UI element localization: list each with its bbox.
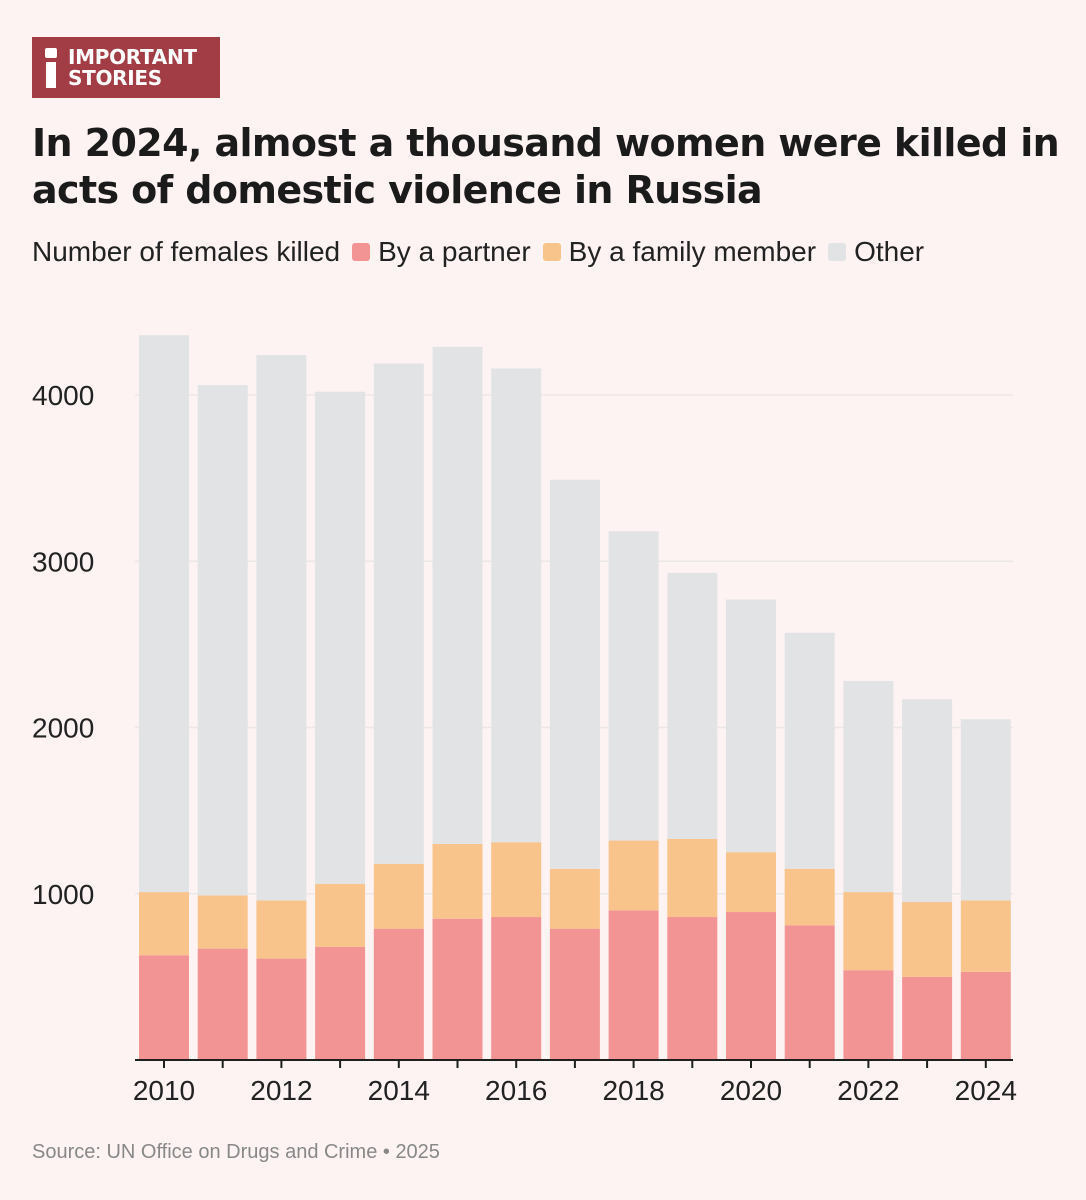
x-tick-label-2018: 2018 bbox=[602, 1075, 664, 1106]
bar-segment-2022-by-a-partner bbox=[843, 970, 894, 1060]
bar-segment-2017-by-a-partner bbox=[549, 928, 600, 1060]
bar-segment-2010-by-a-family-member bbox=[139, 892, 189, 956]
brand-logo: IMPORTANT STORIES bbox=[32, 37, 220, 98]
bar-segment-2012-other bbox=[256, 355, 307, 901]
bar-2020 bbox=[726, 599, 776, 1060]
bar-2024 bbox=[960, 719, 1011, 1060]
bar-segment-2010-other bbox=[139, 335, 189, 893]
bar-segment-2023-by-a-family-member bbox=[902, 902, 953, 977]
bar-segment-2021-by-a-partner bbox=[784, 925, 835, 1060]
bar-segment-2021-other bbox=[784, 632, 835, 869]
y-tick-label-2000: 2000 bbox=[32, 713, 94, 744]
bar-segment-2012-by-a-partner bbox=[256, 958, 307, 1060]
bar-segment-2012-by-a-family-member bbox=[256, 900, 307, 959]
y-tick-label-1000: 1000 bbox=[32, 879, 94, 910]
bar-segment-2020-other bbox=[726, 599, 776, 853]
bar-segment-2013-by-a-family-member bbox=[315, 883, 366, 947]
bar-segment-2015-by-a-family-member bbox=[432, 843, 483, 919]
chart-title: In 2024, almost a thousand women were ki… bbox=[32, 121, 1060, 212]
bar-segment-2013-other bbox=[315, 391, 366, 884]
x-tick-label-2016: 2016 bbox=[485, 1075, 547, 1106]
bar-2017 bbox=[549, 479, 600, 1060]
bar-2014 bbox=[373, 363, 424, 1060]
bar-2021 bbox=[784, 632, 835, 1060]
bar-segment-2018-by-a-partner bbox=[608, 910, 659, 1060]
y-axis: 1000 2000 3000 4000 bbox=[32, 380, 94, 910]
x-tick-label-2022: 2022 bbox=[837, 1075, 899, 1106]
y-tick-label-4000: 4000 bbox=[32, 380, 94, 411]
x-tick-label-2010: 2010 bbox=[133, 1075, 195, 1106]
legend-text-other: Other bbox=[854, 236, 925, 267]
bar-segment-2013-by-a-partner bbox=[315, 946, 366, 1060]
bar-segment-2023-by-a-partner bbox=[902, 976, 953, 1060]
bar-segment-2024-by-a-family-member bbox=[960, 900, 1011, 972]
x-tick-label-2012: 2012 bbox=[250, 1075, 312, 1106]
bar-segment-2014-by-a-partner bbox=[373, 928, 424, 1060]
legend-text-family: By a family member bbox=[568, 236, 817, 267]
bar-segment-2016-other bbox=[491, 368, 542, 843]
logo-i-icon bbox=[44, 47, 58, 88]
bar-segment-2019-by-a-partner bbox=[667, 917, 718, 1060]
bar-2010 bbox=[139, 335, 189, 1060]
bar-segment-2021-by-a-family-member bbox=[784, 868, 835, 926]
bar-segment-2016-by-a-partner bbox=[491, 917, 542, 1060]
stacked-bar-chart: 1000 2000 3000 4000 2010 2012 2014 2016 2018 202… bbox=[32, 335, 1017, 1106]
bar-segment-2017-other bbox=[549, 479, 600, 869]
bar-2015 bbox=[432, 346, 483, 1060]
source-note: Source: UN Office on Drugs and Crime • 2… bbox=[32, 1141, 440, 1163]
bar-segment-2018-by-a-family-member bbox=[608, 840, 659, 911]
legend-swatch-other bbox=[828, 243, 847, 261]
bar-segment-2022-by-a-family-member bbox=[843, 892, 894, 971]
bar-segment-2020-by-a-family-member bbox=[726, 852, 776, 913]
bar-2022 bbox=[843, 680, 894, 1060]
bar-segment-2023-other bbox=[902, 699, 953, 903]
bar-segment-2019-other bbox=[667, 572, 718, 839]
bar-segment-2024-by-a-partner bbox=[960, 971, 1011, 1060]
bar-segment-2010-by-a-partner bbox=[139, 955, 189, 1060]
bar-2011 bbox=[197, 385, 248, 1060]
bar-segment-2015-other bbox=[432, 346, 483, 844]
y-tick-label-3000: 3000 bbox=[32, 546, 94, 577]
bar-segment-2020-by-a-partner bbox=[726, 912, 776, 1060]
legend-text-partner: By a partner bbox=[378, 236, 531, 267]
legend-swatch-partner bbox=[352, 243, 371, 261]
bar-segment-2016-by-a-family-member bbox=[491, 842, 542, 918]
bar-segment-2022-other bbox=[843, 680, 894, 893]
legend-item-partner: By a partner bbox=[352, 236, 531, 268]
bar-segment-2024-other bbox=[960, 719, 1011, 901]
x-axis: 2010 2012 2014 2016 2018 2020 2022 2024 bbox=[133, 1059, 1017, 1106]
x-tick-label-2024: 2024 bbox=[955, 1075, 1017, 1106]
bar-2016 bbox=[491, 368, 542, 1060]
bar-segment-2011-other bbox=[197, 385, 248, 896]
bar-segment-2018-other bbox=[608, 531, 659, 841]
bar-segment-2015-by-a-partner bbox=[432, 918, 483, 1060]
bar-2023 bbox=[902, 699, 953, 1060]
bars bbox=[139, 335, 1011, 1060]
bar-segment-2014-other bbox=[373, 363, 424, 864]
bar-segment-2014-by-a-family-member bbox=[373, 863, 424, 929]
x-tick-label-2020: 2020 bbox=[720, 1075, 782, 1106]
x-tick-label-2014: 2014 bbox=[368, 1075, 430, 1106]
legend: Number of females killed By a partner By… bbox=[32, 236, 924, 268]
bar-2019 bbox=[667, 572, 718, 1060]
legend-item-family: By a family member bbox=[542, 236, 817, 268]
bar-2013 bbox=[315, 391, 366, 1060]
legend-label: Number of females killed bbox=[32, 236, 341, 267]
brand-line-1: IMPORTANT bbox=[68, 44, 197, 69]
brand-line-2: STORIES bbox=[68, 65, 162, 90]
legend-swatch-family bbox=[542, 243, 561, 261]
bar-segment-2019-by-a-family-member bbox=[667, 838, 718, 918]
bar-2012 bbox=[256, 355, 307, 1060]
legend-item-other: Other bbox=[828, 236, 924, 268]
bar-2018 bbox=[608, 531, 659, 1060]
brand-name: IMPORTANT STORIES bbox=[68, 44, 197, 90]
bar-segment-2011-by-a-family-member bbox=[197, 895, 248, 949]
bar-segment-2017-by-a-family-member bbox=[549, 868, 600, 929]
bar-segment-2011-by-a-partner bbox=[197, 948, 248, 1060]
